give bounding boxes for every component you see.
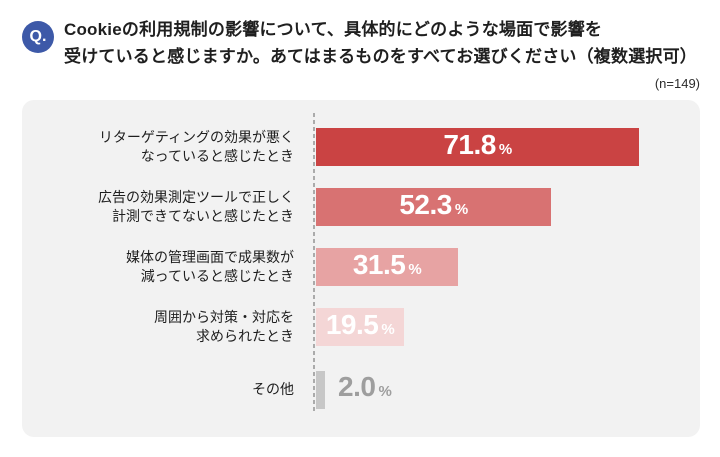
bar: 31.5% [316,248,458,286]
value-label: 52.3% [399,186,468,229]
bar [316,370,325,409]
bar-chart: リターゲティングの効果が悪く なっていると感じたとき 71.8% 広告の効果測定ツール… [22,100,700,437]
value-number: 71.8 [443,128,496,160]
value-label: 2.0% [338,368,392,411]
percent-unit: % [498,140,512,158]
chart-row: 周囲から対策・対応を 求められたとき 19.5% [22,308,700,346]
percent-unit: % [408,260,422,278]
value-number: 19.5 [325,308,379,340]
question-badge-icon: Q. [22,21,54,53]
value-number: 52.3 [399,188,452,220]
chart-row: その他 2.0% [22,368,700,411]
percent-unit: % [378,383,392,400]
value-label: 19.5% [325,306,395,349]
chart-row: 媒体の管理画面で成果数が 減っていると感じたとき 31.5% [22,248,700,286]
bar: 52.3% [316,188,551,226]
category-label: 広告の効果測定ツールで正しく 計測できてないと感じたとき [98,189,294,224]
chart-row: リターゲティングの効果が悪く なっていると感じたとき 71.8% [22,128,700,166]
bar-area: 2.0% [316,368,392,411]
value-number: 2.0 [338,371,376,402]
bar-area: 19.5% [316,308,404,346]
bar-area: 52.3% [316,188,551,226]
question-title: Cookieの利用規制の影響について、具体的にどのような場面で影響を 受けている… [64,16,704,70]
bar: 71.8% [316,128,639,166]
value-label: 31.5% [352,246,422,289]
category-label: その他 [252,381,294,397]
chart-rows: リターゲティングの効果が悪く なっていると感じたとき 71.8% 広告の効果測定ツール… [22,128,700,411]
bar-area: 71.8% [316,128,639,166]
chart-row: 広告の効果測定ツールで正しく 計測できてないと感じたとき 52.3% [22,188,700,226]
bar-area: 31.5% [316,248,458,286]
percent-unit: % [381,320,395,338]
axis-dashed-line [313,113,315,412]
category-label: 周囲から対策・対応を 求められたとき [154,309,294,344]
percent-unit: % [454,200,468,218]
value-label: 71.8% [443,126,512,169]
chart-card: リターゲティングの効果が悪く なっていると感じたとき 71.8% 広告の効果測定ツール… [22,100,700,437]
question-line-1: Cookieの利用規制の影響について、具体的にどのような場面で影響を [64,20,603,39]
category-label: 媒体の管理画面で成果数が 減っていると感じたとき [126,249,294,284]
bar: 19.5% [316,308,404,346]
q-badge-label: Q. [29,28,47,45]
category-label: リターゲティングの効果が悪く なっていると感じたとき [98,129,294,164]
sample-size: (n=149) [654,76,700,91]
value-number: 31.5 [352,248,406,280]
question-line-2: 受けていると感じますか。あてはまるものをすべてお選びください（複数選択可） [64,47,697,66]
